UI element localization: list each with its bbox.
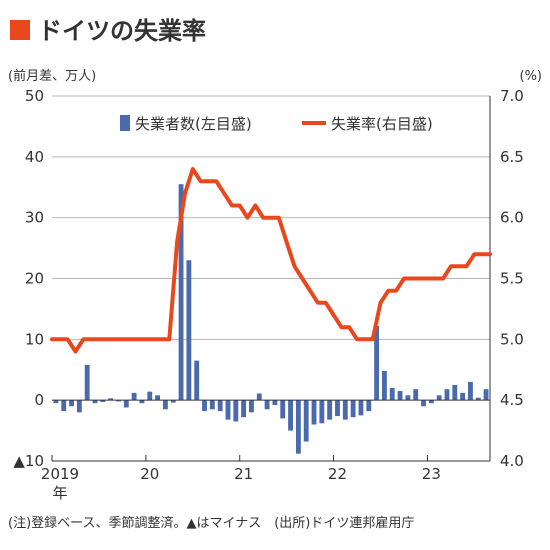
right-tick-label: 4.5 [500, 391, 524, 409]
bar [272, 400, 278, 406]
left-tick-label: 10 [25, 330, 44, 348]
right-tick-label: 5.5 [500, 270, 524, 288]
right-tick-label: 7.0 [500, 87, 524, 105]
legend-bar-label: 失業者数(左目盛) [135, 115, 252, 133]
bar [327, 400, 333, 420]
bar [366, 400, 372, 412]
title-marker [10, 20, 30, 40]
bar [108, 398, 114, 401]
x-tick-labels: 2019 20 21 22 23 年 [41, 465, 441, 502]
bar [444, 389, 450, 401]
right-tick-label: 4.0 [500, 452, 524, 470]
unemployment-rate-line [50, 167, 492, 354]
bar [76, 400, 82, 413]
left-tick-label: 40 [25, 148, 44, 166]
bar [53, 400, 59, 404]
bar [123, 400, 129, 408]
bar [170, 400, 176, 403]
bar [202, 400, 207, 412]
axes [51, 96, 491, 462]
bar [389, 388, 395, 401]
bar [342, 400, 348, 420]
bar [131, 392, 137, 401]
right-axis-unit: (%) [520, 69, 543, 84]
bar [295, 400, 301, 454]
bar [241, 400, 247, 418]
bar [100, 400, 106, 402]
bar [288, 400, 293, 431]
bar [116, 400, 121, 402]
bar [397, 391, 403, 401]
left-tick-label: 0 [34, 391, 44, 409]
right-tick-label: 6.5 [500, 148, 524, 166]
bar [92, 400, 98, 404]
bar [147, 391, 153, 401]
bar [194, 360, 200, 401]
x-year-suffix: 年 [52, 484, 67, 502]
x-tick-label: 21 [234, 465, 253, 483]
bar [475, 397, 481, 401]
bar [421, 400, 426, 407]
bar [280, 400, 286, 419]
bar [452, 384, 458, 401]
legend-bar-swatch [120, 115, 130, 131]
x-tick-label: 2019 [41, 465, 79, 483]
bar [249, 400, 254, 413]
left-axis-unit: (前月差、万人) [8, 68, 96, 84]
bar [264, 400, 270, 410]
x-tick-label: 20 [140, 465, 159, 483]
bar [155, 395, 161, 401]
bar [233, 400, 239, 422]
bar [381, 370, 387, 401]
chart-title: ドイツの失業率 [38, 17, 206, 45]
bar [217, 400, 223, 412]
bar [319, 400, 325, 424]
bar [405, 395, 411, 401]
bar [468, 381, 473, 401]
line-series [50, 167, 492, 354]
right-tick-label: 6.0 [500, 209, 524, 227]
bar [374, 325, 380, 401]
bar [209, 400, 215, 410]
legend-line-label: 失業率(右目盛) [331, 115, 433, 133]
right-tick-labels: 4.0 4.5 5.0 5.5 6.0 6.5 7.0 [500, 87, 524, 470]
bar [178, 184, 184, 401]
bar [413, 389, 419, 401]
bar [350, 400, 356, 418]
legend: 失業者数(左目盛) 失業率(右目盛) [120, 115, 433, 133]
left-tick-label: 20 [25, 270, 44, 288]
bar [311, 400, 317, 425]
bar [225, 400, 231, 420]
bar [428, 400, 434, 404]
left-tick-label: ▲10 [13, 452, 44, 470]
bar-series [53, 184, 489, 454]
bar [139, 400, 145, 404]
x-tick-label: 23 [422, 465, 441, 483]
bar [335, 400, 340, 416]
left-tick-labels: ▲10 0 10 20 30 40 50 [13, 87, 44, 470]
bar [303, 400, 309, 442]
source-note: (注)登録ベース、季節調整済。▲はマイナス (出所)ドイツ連邦雇用庁 [8, 515, 414, 531]
right-tick-label: 5.0 [500, 330, 524, 348]
bar [460, 392, 466, 401]
left-tick-label: 50 [25, 87, 44, 105]
bar [186, 260, 192, 401]
bar [256, 393, 262, 401]
bar [61, 400, 67, 412]
x-tick-label: 22 [328, 465, 347, 483]
bar [483, 389, 489, 401]
bar [436, 395, 442, 401]
bar [84, 364, 90, 401]
bar [162, 400, 168, 410]
bar [69, 400, 74, 407]
bar [358, 400, 364, 416]
left-tick-label: 30 [25, 209, 44, 227]
